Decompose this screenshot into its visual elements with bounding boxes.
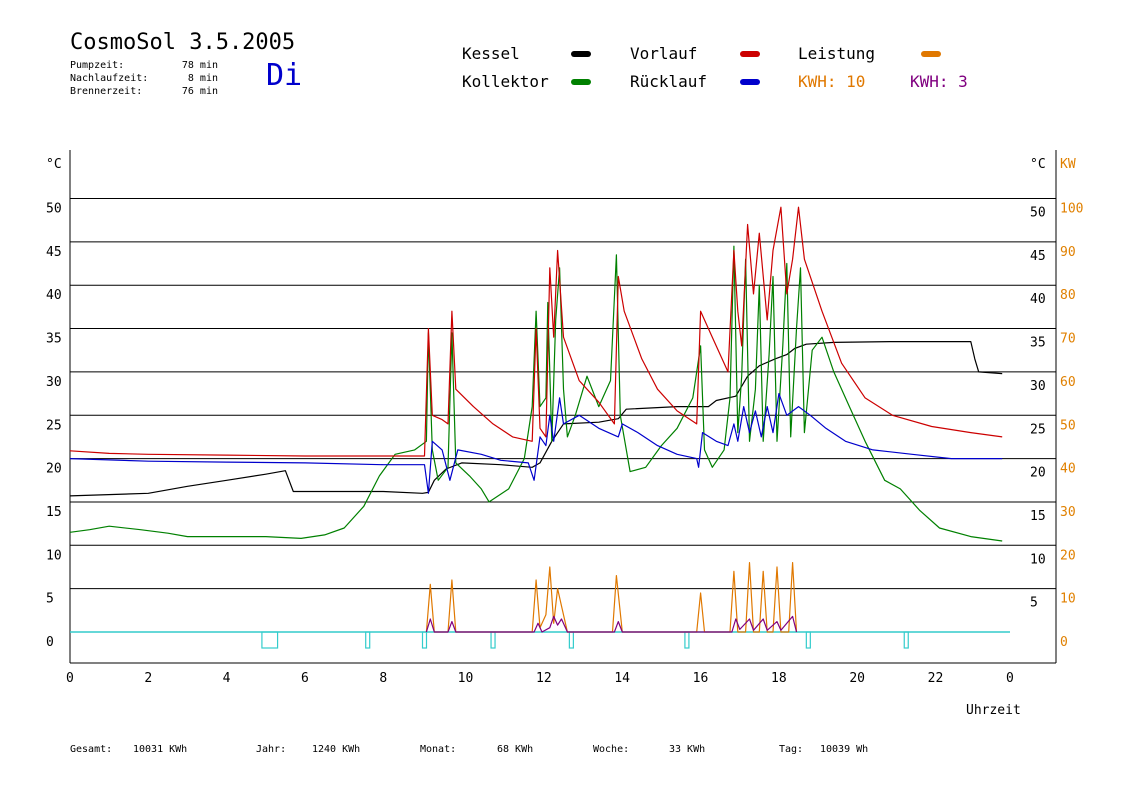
legend-ruecklauf-swatch [740,79,760,85]
x-tick-label: 18 [771,671,787,686]
y-tick-label-left: 50 [46,202,62,217]
info-value-pumpzeit: 78 min [181,60,218,71]
footer-woche-label: Woche: [593,744,630,755]
info-value-brennerzeit: 76 min [181,86,218,97]
y-tick-label-left: 5 [46,592,54,607]
x-tick-label: 4 [223,671,231,686]
chart-series [69,206,1010,649]
series-kollektor [69,245,1003,542]
footer-jahr-label: Jahr: [256,744,287,755]
info-label-brennerzeit: Brennerzeit: [70,86,143,97]
kw-tick-label: 10 [1060,592,1076,607]
x-tick-label: 14 [614,671,630,686]
legend-kollektor-swatch [571,79,591,85]
x-tick-label: 2 [144,671,152,686]
x-tick-label: 10 [458,671,474,686]
y-tick-label-right: 25 [1030,422,1046,437]
footer-tag-label: Tag: [779,744,804,755]
x-tick-label: 0 [66,671,74,686]
kw-axis-unit: KW [1060,157,1076,172]
y-tick-label-right: 45 [1030,249,1046,264]
y-tick-label-right: 30 [1030,379,1046,394]
footer-gesamt-label: Gesamt: [70,744,113,755]
pump-marker [568,631,574,649]
footer-woche-value: 33 KWh [669,744,706,755]
chart-axes [69,150,1057,664]
x-tick-label: 20 [849,671,865,686]
y-tick-label-left: 0 [46,635,54,650]
y-tick-label-left: 10 [46,548,62,563]
footer-tag-value: 10039 Wh [820,744,869,755]
kw-tick-label: 0 [1060,635,1068,650]
info-value-nachlaufzeit: 8 min [187,73,218,84]
y-tick-label-right: 40 [1030,292,1046,307]
series-r-cklauf [69,393,1003,494]
x-tick-label: 12 [536,671,552,686]
y-tick-label-left: 35 [46,332,62,347]
chart-title: CosmoSol 3.5.2005 [70,30,296,55]
y-tick-label-right: 15 [1030,509,1046,524]
kw-tick-label: 80 [1060,288,1076,303]
x-tick-label: 16 [693,671,709,686]
y-tick-label-left: 20 [46,462,62,477]
footer-gesamt-value: 10031 KWh [133,744,188,755]
kw-tick-label: 40 [1060,462,1076,477]
legend-leistung-swatch [921,51,941,57]
y-tick-label-right: 50 [1030,206,1046,221]
legend-ruecklauf-label: Rücklauf [630,72,708,91]
series-kwh-3 [425,615,798,633]
pump-marker [261,631,279,649]
pump-marker [903,631,909,649]
legend-kessel-label: Kessel [462,44,520,63]
pump-marker [684,631,690,649]
pump-marker [421,631,428,649]
footer-jahr-value: 1240 KWh [312,744,361,755]
legend-vorlauf-label: Vorlauf [630,44,698,63]
y-tick-label-right: 35 [1030,336,1046,351]
legend-vorlauf-swatch [740,51,760,57]
legend-leistung-label: Leistung [798,44,876,63]
y-axis-unit-left: °C [46,157,62,172]
legend-kwh-secondary: KWH: 3 [910,72,968,91]
x-tick-label: 22 [928,671,944,686]
y-tick-label-left: 30 [46,375,62,390]
y-axis-unit-right: °C [1030,157,1046,172]
pump-marker [365,631,371,649]
kw-tick-label: 30 [1060,505,1076,520]
y-tick-label-left: 25 [46,418,62,433]
x-axis-label: Uhrzeit [966,703,1021,718]
y-tick-label-right: 20 [1030,466,1046,481]
weekday-label: Di [266,58,303,93]
footer-monat-label: Monat: [420,744,457,755]
info-label-nachlaufzeit: Nachlaufzeit: [70,73,149,84]
y-tick-label-left: 15 [46,505,62,520]
chart-labels: 0510152025303540455051015202530354045500… [46,157,1083,718]
y-tick-label-right: 5 [1030,596,1038,611]
kw-tick-label: 20 [1060,548,1076,563]
kw-tick-label: 100 [1060,202,1083,217]
kw-tick-label: 60 [1060,375,1076,390]
pump-marker [490,631,496,649]
legend-kessel-swatch [571,51,591,57]
info-label-pumpzeit: Pumpzeit: [70,60,125,71]
series-kessel [69,341,1003,497]
pump-marker [805,631,811,649]
x-tick-label: 8 [379,671,387,686]
legend-kwh-total: KWH: 10 [798,72,866,91]
series-vorlauf [69,206,1003,457]
kw-tick-label: 50 [1060,418,1076,433]
y-tick-label-right: 10 [1030,552,1046,567]
x-tick-label: 6 [301,671,309,686]
kw-tick-label: 70 [1060,332,1076,347]
chart-grid [70,198,1056,590]
y-tick-label-left: 40 [46,288,62,303]
legend-kollektor-label: Kollektor [462,72,549,91]
kw-tick-label: 90 [1060,245,1076,260]
x-tick-label: 0 [1006,671,1014,686]
footer-monat-value: 68 KWh [497,744,534,755]
series-leistung [425,562,798,633]
y-tick-label-left: 45 [46,245,62,260]
